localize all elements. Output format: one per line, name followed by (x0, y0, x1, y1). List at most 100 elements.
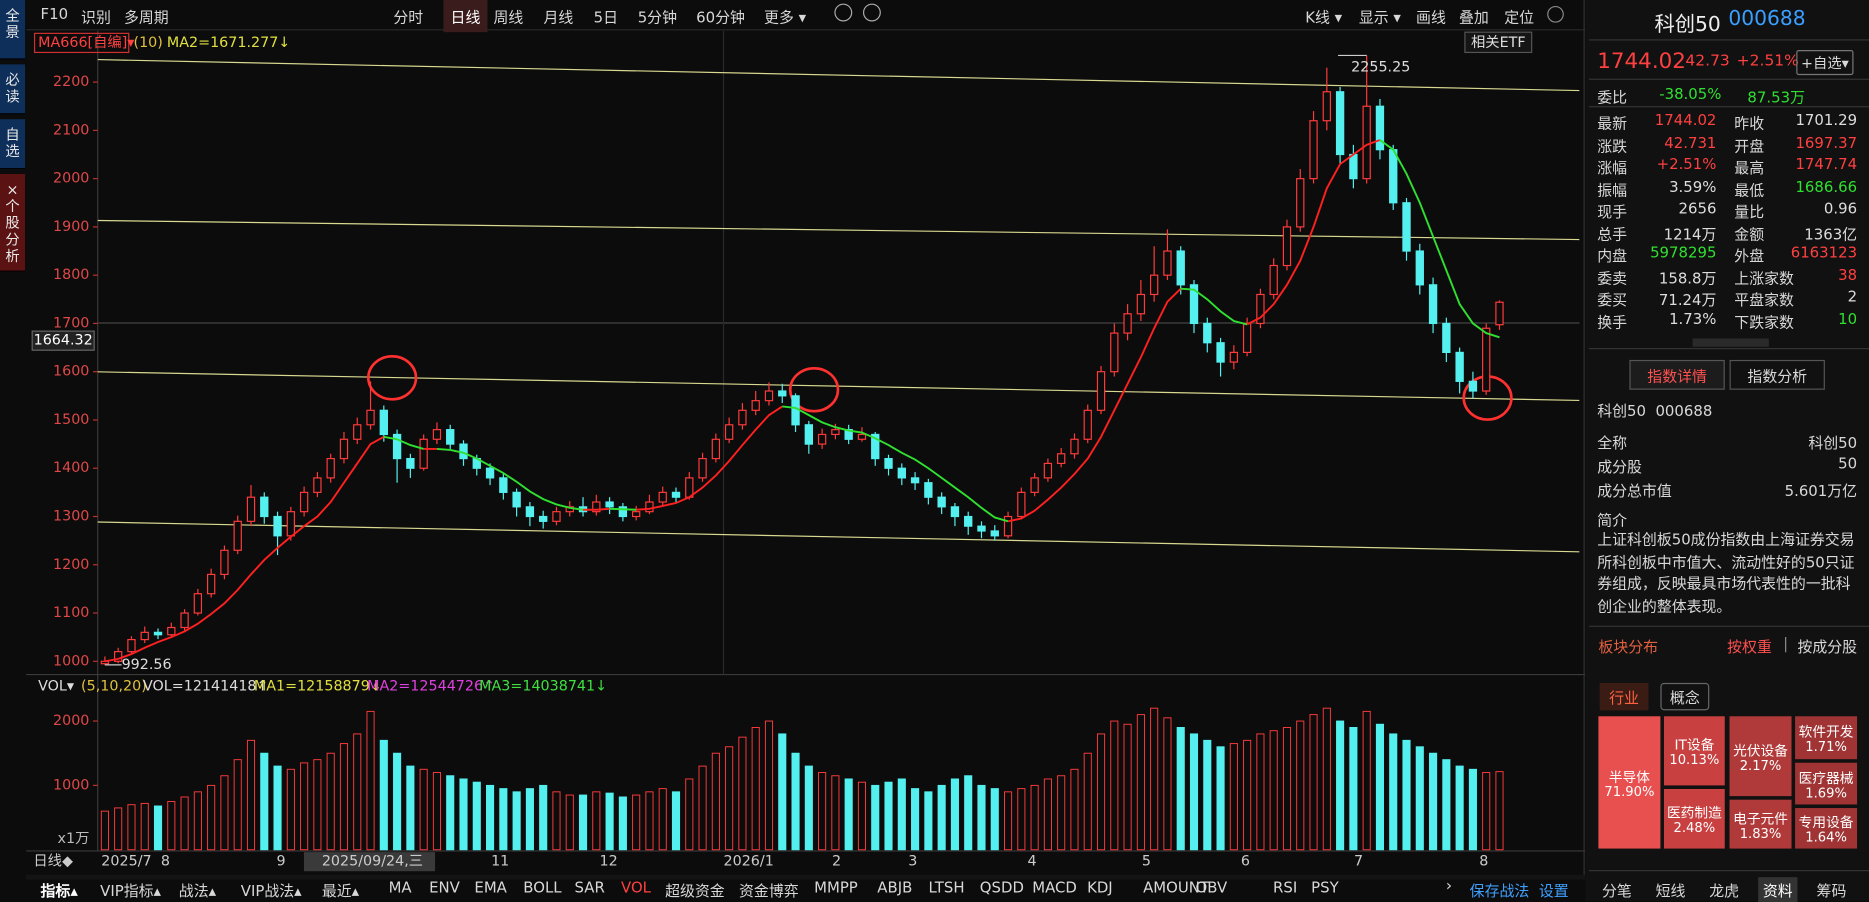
indicator-tab[interactable]: VOL (621, 878, 651, 897)
legend-box (33, 32, 130, 54)
save-strategy[interactable]: 保存战法 (1469, 881, 1530, 900)
indicator-tab[interactable]: BOLL (523, 878, 562, 897)
volume-bar (857, 781, 867, 851)
toolbar-item[interactable]: F10 (40, 4, 69, 23)
sector-tab[interactable]: 概念 (1660, 682, 1710, 711)
indicator-tab[interactable]: PSY (1311, 878, 1339, 897)
candle-body (1335, 91, 1345, 156)
period-tab[interactable]: 5分钟 (637, 8, 677, 27)
watch-button[interactable]: +自选▾ (1796, 50, 1854, 76)
treemap-cell[interactable] (1729, 799, 1792, 849)
candle-body (153, 631, 163, 636)
toolbar-item[interactable]: 定位 (1504, 8, 1535, 27)
volume-bar (100, 810, 109, 851)
panel-tab[interactable]: 分笔 (1601, 881, 1632, 900)
etf-button (1464, 31, 1533, 54)
zoom-in[interactable] (834, 3, 853, 22)
toolbar-item[interactable]: K线 ▾ (1305, 8, 1343, 27)
candle-body (592, 501, 601, 513)
menu-button[interactable]: VIP指标▴ (100, 881, 161, 900)
panel-tab[interactable]: 筹码 (1816, 881, 1847, 900)
indicator-tab[interactable]: MACD (1032, 878, 1077, 897)
candle-body (339, 438, 349, 460)
sort-option[interactable]: 按成分股 (1797, 637, 1858, 656)
indicator-tab[interactable]: MA (388, 878, 412, 897)
sidebar-tab[interactable]: 全景 (0, 0, 26, 60)
info-tab[interactable]: 指数分析 (1729, 359, 1825, 390)
volume-bar (525, 788, 534, 851)
period-tab[interactable]: 周线 (493, 8, 524, 27)
toolbar-item[interactable]: 显示 ▾ (1358, 8, 1401, 27)
volume-bar (605, 792, 614, 851)
period-tab[interactable]: 更多 ▾ (764, 8, 807, 27)
treemap-cell[interactable] (1795, 762, 1858, 805)
candle-body (1017, 491, 1026, 518)
indicator-tab[interactable]: ENV (429, 878, 460, 897)
sidebar-tab[interactable]: 必读 (0, 64, 26, 115)
indicator-tab[interactable]: MMPP (814, 878, 858, 897)
help[interactable] (1547, 5, 1564, 23)
treemap-cell[interactable] (1663, 788, 1725, 849)
indicator-tab[interactable]: 资金博弈 (739, 881, 799, 900)
x-tick-label: 12 (600, 854, 618, 870)
menu-button[interactable]: VIP战法▴ (240, 881, 302, 900)
candle-body (698, 457, 707, 479)
indicator-tab[interactable]: SAR (574, 878, 605, 897)
x-axis-title: 日线◆ (33, 853, 73, 870)
period-tab[interactable]: 60分钟 (696, 8, 745, 27)
chart: MA666[自编]▾ (10) MA2=1671.277↓ 相关ETF 1000 1100… (26, 0, 1586, 880)
menu-button[interactable]: 指标▴ (40, 881, 78, 900)
indicator-tab[interactable]: KDJ (1087, 878, 1113, 897)
panel-tab[interactable]: 龙虎 (1709, 881, 1740, 900)
period-tab[interactable]: 分时 (393, 8, 424, 27)
candle-body (764, 390, 774, 402)
info-tab[interactable]: 指数详情 (1629, 359, 1725, 390)
candle-body (220, 549, 229, 576)
volume-bar (1309, 714, 1318, 851)
y-tick-label: 1400 (53, 460, 89, 476)
toolbar-item[interactable]: 叠加 (1458, 8, 1489, 27)
sort-sep: | (1783, 634, 1789, 652)
sector-tab[interactable]: 行业 (1599, 682, 1649, 711)
indicator-tab[interactable]: LTSH (928, 878, 965, 897)
indicator-tab[interactable]: RSI (1273, 878, 1298, 897)
y-tick-label: 1000 (53, 653, 89, 669)
panel-tab[interactable]: 资料 (1758, 877, 1798, 902)
treemap-cell[interactable] (1663, 716, 1725, 786)
sort-option[interactable]: 按权重 (1727, 637, 1772, 656)
indicator-tab[interactable]: 超级资金 (665, 881, 725, 900)
quote-name: 科创50 (1654, 13, 1721, 37)
toolbar-item[interactable]: 识别 (81, 8, 111, 27)
treemap-cell[interactable] (1729, 716, 1792, 797)
volume-bar (512, 791, 521, 851)
sidebar-tab[interactable]: 自选 (0, 119, 26, 170)
indicator-tab[interactable]: QSDD (979, 878, 1024, 897)
treemap-cell[interactable] (1795, 716, 1858, 760)
indicator-tab[interactable]: EMA (474, 878, 507, 897)
menu-button[interactable]: 最近▴ (321, 881, 360, 900)
zoom-out[interactable] (862, 3, 881, 22)
menu-button[interactable]: 战法▴ (178, 881, 217, 900)
toolbar-item[interactable]: 画线 (1416, 8, 1446, 27)
candle-body (1442, 322, 1451, 353)
treemap-pct: 71.90% (1604, 783, 1655, 800)
period-tab[interactable]: 日线 (443, 0, 488, 33)
treemap-cell[interactable] (1795, 808, 1858, 849)
panel-tab[interactable]: 短线 (1655, 881, 1686, 900)
period-tab[interactable]: 5日 (593, 8, 618, 27)
scroll-arrow[interactable]: › (1445, 877, 1453, 896)
toolbar-item[interactable]: 多周期 (123, 8, 169, 27)
settings[interactable]: 设置 (1538, 881, 1569, 900)
sidebar-tab[interactable]: ×个股分析 (0, 174, 26, 272)
period-tab[interactable]: 月线 (543, 8, 574, 27)
indicator-tab[interactable]: ABJB (877, 878, 913, 897)
volume-bar (260, 752, 269, 851)
candle-body (499, 477, 508, 493)
x-tick-label: 8 (1479, 854, 1488, 870)
stat-value: 42.731 (1664, 132, 1717, 151)
indicator-tab[interactable]: AMOUNT (1143, 878, 1210, 897)
volume-bar (300, 762, 309, 851)
indicator-tab[interactable]: OBV (1195, 878, 1228, 897)
stat-label: 委卖 (1597, 268, 1628, 287)
treemap-cell[interactable] (1598, 716, 1661, 849)
